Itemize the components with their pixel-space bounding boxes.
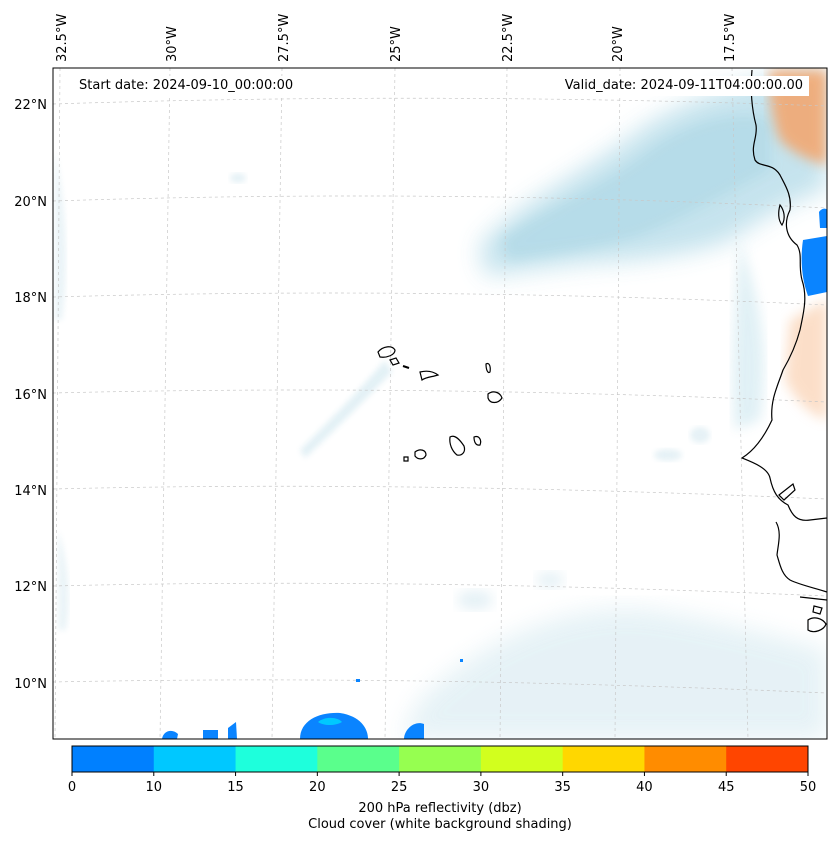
longitude-labels: 32.5°W 30°W 27.5°W 25°W 22.5°W 20°W 17.5… (55, 14, 738, 62)
lat-label: 22°N (14, 98, 47, 113)
coastal-inlet (778, 483, 796, 501)
coastal-inlet (807, 617, 827, 633)
colorbar-segment (562, 746, 645, 772)
island-santa-luzia (402, 365, 410, 369)
colorbar-segment (399, 746, 482, 772)
lon-label: 20°W (611, 26, 626, 62)
reflectivity-blob (404, 723, 424, 739)
colorbar-frame (71, 745, 809, 773)
lat-label: 16°N (14, 388, 47, 403)
africa-coastline (740, 69, 827, 601)
lat-label: 14°N (14, 484, 47, 499)
colorbar-tick-label: 0 (68, 780, 76, 795)
colorbar-segment (72, 746, 155, 772)
map-frame (52, 67, 828, 740)
island-sao-nicolau (419, 370, 440, 382)
lon-label: 30°W (165, 26, 180, 62)
colorbar-tick-label: 40 (636, 780, 653, 795)
valid-date-label: Valid_date: 2024-09-11T04:00:00.00 (558, 76, 809, 96)
cloud-band-core (500, 116, 770, 260)
colorbar-tick-label: 25 (391, 780, 408, 795)
lon-label: 25°W (389, 26, 404, 62)
lon-label: 17.5°W (723, 14, 738, 62)
colorbar-tick-label: 30 (473, 780, 490, 795)
colorbar-segment (153, 746, 237, 772)
island-maio (473, 435, 482, 446)
cloud-west-streak-2 (58, 530, 69, 630)
cloud-patch (690, 427, 710, 443)
island-sal (485, 362, 491, 374)
reflectivity-blob (228, 722, 237, 739)
map-panel (53, 68, 827, 739)
reflectivity-blob-inner (318, 717, 342, 725)
colorbar-tick-label: 50 (800, 780, 817, 795)
colorbar-segment (235, 746, 318, 772)
coastal-inlet (812, 605, 823, 615)
island-sao-vicente (389, 357, 400, 366)
cloud-patch (457, 590, 493, 610)
reflectivity-dot (460, 659, 463, 662)
colorbar-tick-label: 45 (718, 780, 735, 795)
cloud-cover-shading (55, 70, 827, 739)
colorbar-segment (480, 746, 564, 772)
colorbar: 0 10 15 20 25 30 35 40 45 50 (68, 745, 817, 795)
colorbar-segment (644, 746, 727, 772)
cloud-patch (230, 173, 246, 183)
cloud-patch (536, 572, 564, 588)
lat-label: 20°N (14, 195, 47, 210)
cloud-west-streak (55, 150, 66, 320)
reflectivity-coastal (801, 236, 827, 296)
colorbar-sublabel: Cloud cover (white background shading) (308, 817, 572, 832)
lat-label: 18°N (14, 291, 47, 306)
lat-label: 12°N (14, 580, 47, 595)
reflectivity-blob (300, 712, 368, 739)
island-boa-vista (487, 391, 503, 404)
island-fogo (414, 449, 427, 460)
colorbar-segment (726, 746, 809, 772)
reflectivity-coastal (819, 208, 827, 228)
colorbar-segment (317, 746, 400, 772)
colorbar-tick-label: 10 (146, 780, 163, 795)
reflectivity-blob (162, 730, 178, 739)
latitude-labels: 22°N 20°N 18°N 16°N 14°N 12°N 10°N (14, 98, 47, 692)
island-santo-antao (377, 346, 396, 358)
reflectivity-areas (162, 208, 827, 739)
cloud-patch (654, 449, 682, 461)
cloud-south-area (400, 608, 827, 739)
reflectivity-dot (356, 679, 360, 682)
cloud-coastal-strip (732, 240, 764, 430)
coastal-inlet (778, 203, 785, 227)
colorbar-label: 200 hPa reflectivity (dbz) (358, 801, 522, 816)
lon-label: 22.5°W (501, 14, 516, 62)
colorbar-tick-label: 20 (309, 780, 326, 795)
lon-label: 27.5°W (277, 14, 292, 62)
colorbar-caption: 200 hPa reflectivity (dbz) Cloud cover (… (240, 801, 640, 833)
colorbar-tick-label: 35 (554, 780, 571, 795)
island-santiago (449, 435, 466, 456)
colorbar-tick-label: 15 (227, 780, 244, 795)
cloud-island-plume (300, 360, 392, 458)
island-brava (403, 456, 409, 462)
coastlines (377, 69, 827, 633)
graticule (53, 68, 827, 739)
start-date-label: Start date: 2024-09-10_00:00:00 (73, 76, 300, 96)
lon-label: 32.5°W (55, 14, 70, 62)
reflectivity-blob (203, 730, 218, 739)
lat-label: 10°N (14, 677, 47, 692)
warm-patch-coast (785, 300, 827, 420)
